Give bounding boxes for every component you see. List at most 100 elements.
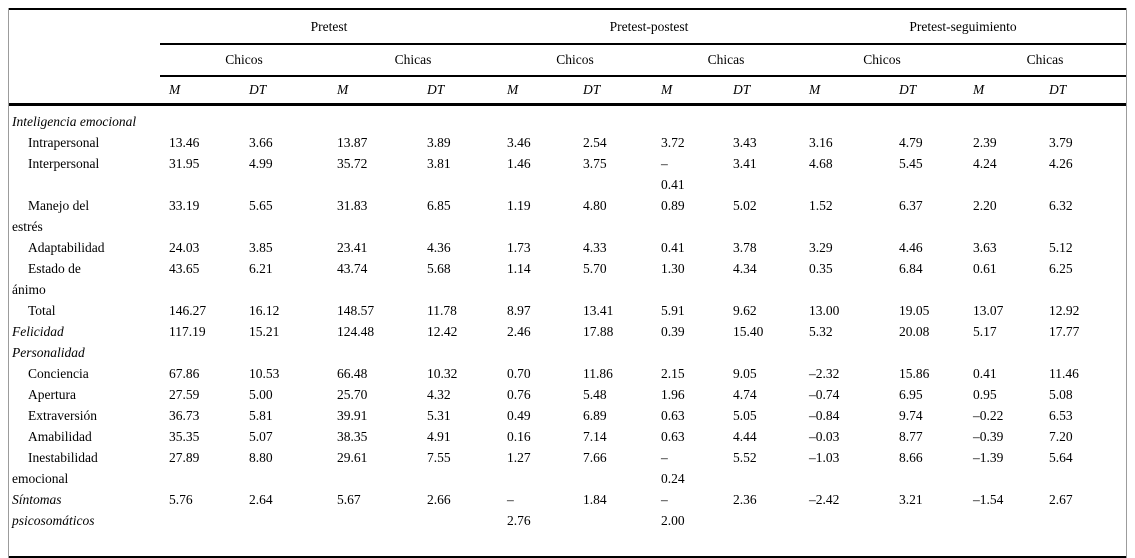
cell-dt-value: 4.44: [733, 429, 757, 444]
row-label: Estado de ánimo: [12, 261, 81, 297]
cell-m-value: – 2.00: [661, 492, 685, 528]
cell-m-value: [800, 105, 890, 133]
cell-dt-value: 5.12: [1049, 240, 1073, 255]
table-row: Apertura 27.59 5.00 25.70 4.32 0.76 5.48 1.96 4.…: [9, 384, 1126, 405]
col-m: M: [328, 76, 418, 106]
cell-dt-value: 6.37: [899, 198, 923, 213]
cell-dt-value: 10.32: [427, 366, 458, 381]
col-group-pretest-postest: Pretest-postest: [498, 9, 800, 45]
cell-m-value: 3.16: [809, 135, 833, 150]
row-label: Extraversión: [28, 408, 97, 423]
row-label: Intrapersonal: [28, 135, 100, 150]
cell-dt-value: [240, 342, 328, 363]
cell-m-value: 5.67: [337, 492, 361, 507]
cell-m-value: 1.30: [661, 261, 685, 276]
cell-m-value: 0.39: [661, 324, 685, 339]
results-table: Pretest Pretest-postest Pretest-seguimie…: [9, 8, 1127, 558]
cell-m-value: 43.74: [337, 261, 368, 276]
cell-dt-value: 8.80: [249, 450, 273, 465]
cell-dt-value: [240, 105, 328, 133]
cell-m-value: 0.61: [973, 261, 997, 276]
col-m: M: [800, 76, 890, 106]
cell-m-value: 148.57: [337, 303, 375, 318]
table-row: Inteligencia emocional: [9, 105, 1126, 133]
cell-dt-value: [418, 105, 498, 133]
cell-dt-value: 2.66: [427, 492, 451, 507]
cell-m-value: 5.17: [973, 324, 997, 339]
cell-m-value: – 2.76: [507, 492, 531, 528]
cell-m-value: –0.74: [809, 387, 840, 402]
cell-m-value: –1.54: [973, 492, 1004, 507]
cell-dt-value: 3.79: [1049, 135, 1073, 150]
row-label: Total: [28, 303, 56, 318]
cell-dt-value: 3.89: [427, 135, 451, 150]
cell-dt-value: [890, 105, 964, 133]
cell-dt-value: 11.46: [1049, 366, 1079, 381]
cell-dt-value: 9.62: [733, 303, 757, 318]
cell-m-value: 13.00: [809, 303, 840, 318]
cell-dt-value: 5.81: [249, 408, 273, 423]
corner-cell: [9, 44, 160, 76]
table-body: Inteligencia emocional Intrapersonal 13.46…: [9, 105, 1126, 558]
cell-dt-value: 1.84: [583, 492, 607, 507]
cell-m-value: 1.73: [507, 240, 531, 255]
row-label: Interpersonal: [28, 156, 100, 171]
cell-dt-value: 6.95: [899, 387, 923, 402]
cell-dt-value: 4.33: [583, 240, 607, 255]
col-dt: DT: [418, 76, 498, 106]
cell-m-value: 2.46: [507, 324, 531, 339]
cell-dt-value: 15.40: [733, 324, 764, 339]
cell-dt-value: [1040, 342, 1126, 363]
cell-m-value: 5.76: [169, 492, 193, 507]
cell-dt-value: 17.77: [1049, 324, 1080, 339]
row-label: Manejo del estrés: [12, 198, 90, 234]
cell-dt-value: 4.91: [427, 429, 451, 444]
cell-m-value: 1.46: [507, 156, 531, 171]
col-dt: DT: [574, 76, 652, 106]
cell-m-value: – 0.41: [661, 156, 685, 192]
cell-m-value: 0.63: [661, 429, 685, 444]
cell-dt-value: 20.08: [899, 324, 930, 339]
cell-dt-value: 3.21: [899, 492, 923, 507]
col-group-pretest: Pretest: [160, 9, 498, 45]
cell-m-value: 31.95: [169, 156, 200, 171]
cell-dt-value: 3.41: [733, 156, 757, 171]
cell-m-value: –1.03: [809, 450, 840, 465]
cell-m-value: 33.19: [169, 198, 200, 213]
measure-header-row: M DT M DT M DT M DT M DT M DT: [9, 76, 1127, 106]
subgroup-chicas-pretest: Chicas: [328, 44, 498, 77]
cell-m-value: 124.48: [337, 324, 375, 339]
table-row: Estado de ánimo 43.65 6.21 43.74 5.68 1.14 5.7…: [9, 258, 1126, 300]
cell-dt-value: 5.00: [249, 387, 273, 402]
cell-m-value: 5.32: [809, 324, 833, 339]
table-row: Síntomas psicosomáticos 5.76 2.64 5.67 2.66 –…: [9, 489, 1126, 557]
cell-dt-value: 4.99: [249, 156, 273, 171]
cell-m-value: 1.27: [507, 450, 531, 465]
table-row: Extraversión 36.73 5.81 39.91 5.31 0.49 6.89 0.…: [9, 405, 1126, 426]
cell-m-value: 1.14: [507, 261, 531, 276]
cell-dt-value: 4.80: [583, 198, 607, 213]
cell-m-value: 117.19: [169, 324, 206, 339]
cell-m-value: –0.84: [809, 408, 840, 423]
cell-m-value: 13.87: [337, 135, 368, 150]
cell-m-value: 0.76: [507, 387, 531, 402]
row-label: Apertura: [28, 387, 76, 402]
cell-dt-value: 6.53: [1049, 408, 1073, 423]
cell-m-value: –0.22: [973, 408, 1004, 423]
table-row: Inestabilidad emocional 27.89 8.80 29.61 7.5…: [9, 447, 1126, 489]
cell-m-value: 67.86: [169, 366, 200, 381]
cell-m-value: 43.65: [169, 261, 200, 276]
table-row: Felicidad 117.19 15.21 124.48 12.42 2.46 17.88…: [9, 321, 1126, 342]
cell-m-value: –2.32: [809, 366, 840, 381]
cell-dt-value: 7.66: [583, 450, 607, 465]
cell-dt-value: 8.77: [899, 429, 923, 444]
cell-dt-value: 4.79: [899, 135, 923, 150]
cell-m-value: 3.63: [973, 240, 997, 255]
cell-m-value: 0.95: [973, 387, 997, 402]
cell-m-value: 0.41: [661, 240, 685, 255]
table-row: Amabilidad 35.35 5.07 38.35 4.91 0.16 7.14 0.63…: [9, 426, 1126, 447]
cell-dt-value: 5.45: [899, 156, 923, 171]
cell-m-value: 4.68: [809, 156, 833, 171]
row-label: Inestabilidad emocional: [12, 450, 98, 486]
cell-m-value: – 0.24: [661, 450, 685, 486]
